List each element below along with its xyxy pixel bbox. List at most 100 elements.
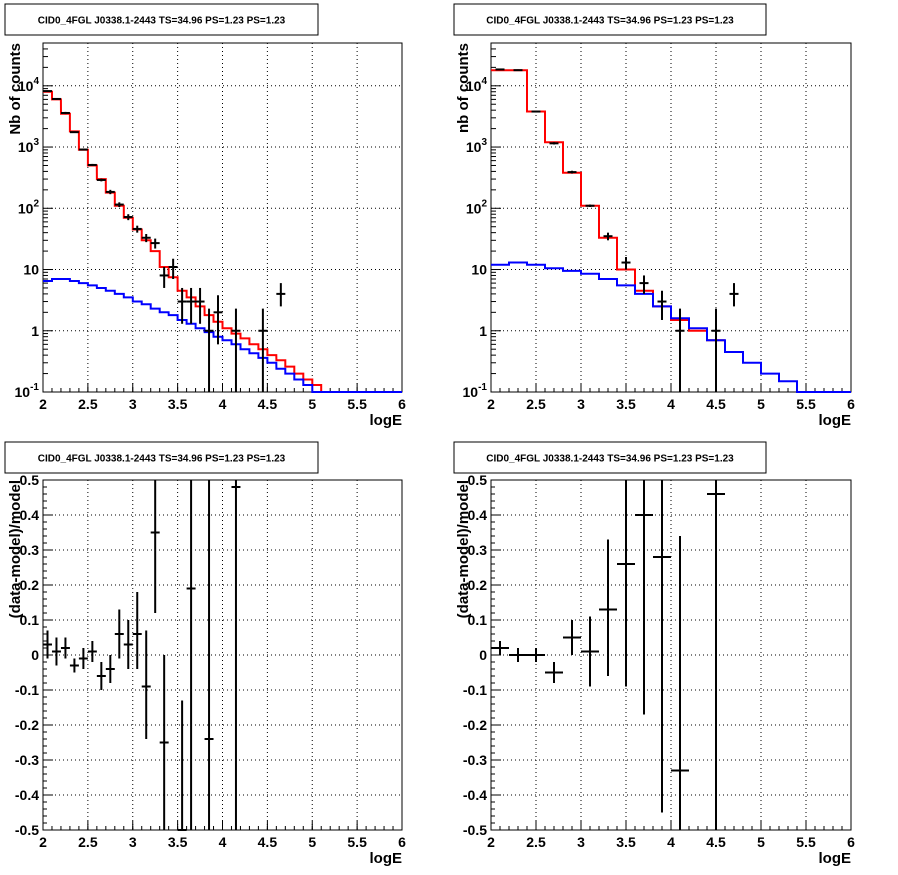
x-tick-label: 3: [129, 834, 137, 850]
data-point: [599, 539, 617, 676]
data-point: [204, 480, 214, 830]
x-tick-label: 2: [487, 834, 495, 850]
x-tick-label: 3.5: [168, 396, 188, 412]
y-tick-label: -0.1: [463, 682, 487, 698]
data-point: [159, 266, 169, 288]
data-point: [105, 655, 115, 683]
y-tick-label: 0.3: [468, 542, 488, 558]
x-tick-label: 4: [667, 834, 675, 850]
x-tick-label: 6: [398, 396, 406, 412]
data-point: [132, 592, 142, 669]
y-tick-label: -0.5: [463, 822, 487, 838]
data-point: [495, 68, 505, 71]
chart-title: CID0_4FGL J0338.1-2443 TS=34.96 PS=1.23 …: [38, 454, 286, 465]
data-point: [276, 283, 286, 307]
series-line-1: [43, 90, 402, 393]
y-tick-label: 0.5: [468, 472, 488, 488]
data-point: [231, 480, 241, 830]
y-tick-label: 0: [31, 647, 39, 663]
y-tick-label: 1: [31, 323, 39, 339]
y-tick-label: 10-1: [15, 382, 40, 400]
data-point: [87, 641, 97, 662]
data-point: [581, 616, 599, 687]
data-point: [213, 295, 223, 345]
x-tick-label: 5.5: [347, 834, 367, 850]
y-tick-label: 1: [479, 323, 487, 339]
y-tick-label: 103: [18, 137, 40, 155]
data-point: [69, 658, 79, 673]
data-point: [657, 290, 667, 320]
data-point: [585, 204, 595, 207]
chart-panel-3: CID0_4FGL J0338.1-2443 TS=34.96 PS=1.23 …: [4, 441, 406, 867]
y-tick-label: 10: [23, 262, 39, 278]
x-tick-label: 2: [487, 396, 495, 412]
x-tick-label: 5: [308, 834, 316, 850]
x-tick-label: 4.5: [258, 396, 278, 412]
data-point: [707, 480, 725, 830]
x-tick-label: 6: [398, 834, 406, 850]
data-point: [150, 238, 160, 249]
x-tick-label: 4.5: [258, 834, 278, 850]
y-tick-label: -0.2: [463, 717, 487, 733]
y-tick-label: -0.1: [15, 682, 39, 698]
y-tick-label: 0.2: [20, 577, 40, 593]
data-point: [114, 202, 124, 207]
x-tick-label: 2: [39, 834, 47, 850]
y-tick-label: -0.2: [15, 717, 39, 733]
x-tick-label: 5.5: [347, 396, 367, 412]
data-point: [150, 480, 160, 613]
data-point: [531, 110, 541, 113]
data-point: [635, 480, 653, 715]
data-point: [653, 480, 671, 813]
series-line-1: [491, 69, 725, 342]
data-point: [177, 287, 187, 324]
data-point: [639, 275, 649, 294]
chart-panel-4: CID0_4FGL J0338.1-2443 TS=34.96 PS=1.23 …: [453, 441, 855, 867]
y-tick-label: 102: [466, 198, 488, 216]
y-tick-label: 0.2: [468, 577, 488, 593]
data-point: [177, 700, 187, 831]
x-tick-label: 6: [847, 834, 855, 850]
y-tick-label: 10-1: [463, 382, 488, 400]
data-point: [621, 257, 631, 270]
data-point: [159, 655, 169, 830]
x-tick-label: 5: [308, 396, 316, 412]
data-point: [105, 189, 115, 195]
y-tick-label: 0.3: [20, 542, 40, 558]
x-tick-label: 3: [129, 396, 137, 412]
data-point: [204, 308, 214, 392]
x-tick-label: 4: [219, 396, 227, 412]
chart-title: CID0_4FGL J0338.1-2443 TS=34.96 PS=1.23 …: [486, 16, 734, 27]
data-point: [78, 648, 88, 669]
data-point: [491, 641, 509, 655]
x-tick-label: 6: [847, 396, 855, 412]
y-tick-label: -0.4: [15, 787, 39, 803]
data-point: [603, 232, 613, 241]
x-tick-label: 2.5: [78, 396, 98, 412]
y-tick-label: 0.4: [20, 507, 40, 523]
chart-panel-2: CID0_4FGL J0338.1-2443 TS=34.96 PS=1.23 …: [453, 3, 855, 429]
data-point: [123, 214, 133, 221]
chart-title-box: [4, 3, 319, 36]
data-point: [231, 308, 241, 392]
x-tick-label: 5: [757, 396, 765, 412]
data-point: [96, 662, 106, 690]
data-point: [675, 308, 685, 392]
x-tick-label: 4.5: [706, 834, 726, 850]
data-point: [43, 630, 52, 659]
chart-title: CID0_4FGL J0338.1-2443 TS=34.96 PS=1.23 …: [486, 454, 734, 465]
chart-title-box: [453, 3, 767, 36]
data-point: [60, 111, 70, 115]
data-point: [729, 283, 739, 307]
data-point: [186, 287, 196, 324]
chart-title-box: [453, 441, 767, 474]
data-point: [123, 620, 133, 669]
data-point: [69, 131, 79, 134]
x-tick-label: 3.5: [616, 396, 636, 412]
chart-title-box: [4, 441, 319, 474]
data-point: [96, 178, 106, 182]
x-tick-label: 5.5: [796, 396, 816, 412]
x-tick-label: 5: [757, 834, 765, 850]
chart-title: CID0_4FGL J0338.1-2443 TS=34.96 PS=1.23 …: [38, 16, 286, 27]
data-point: [87, 163, 97, 167]
